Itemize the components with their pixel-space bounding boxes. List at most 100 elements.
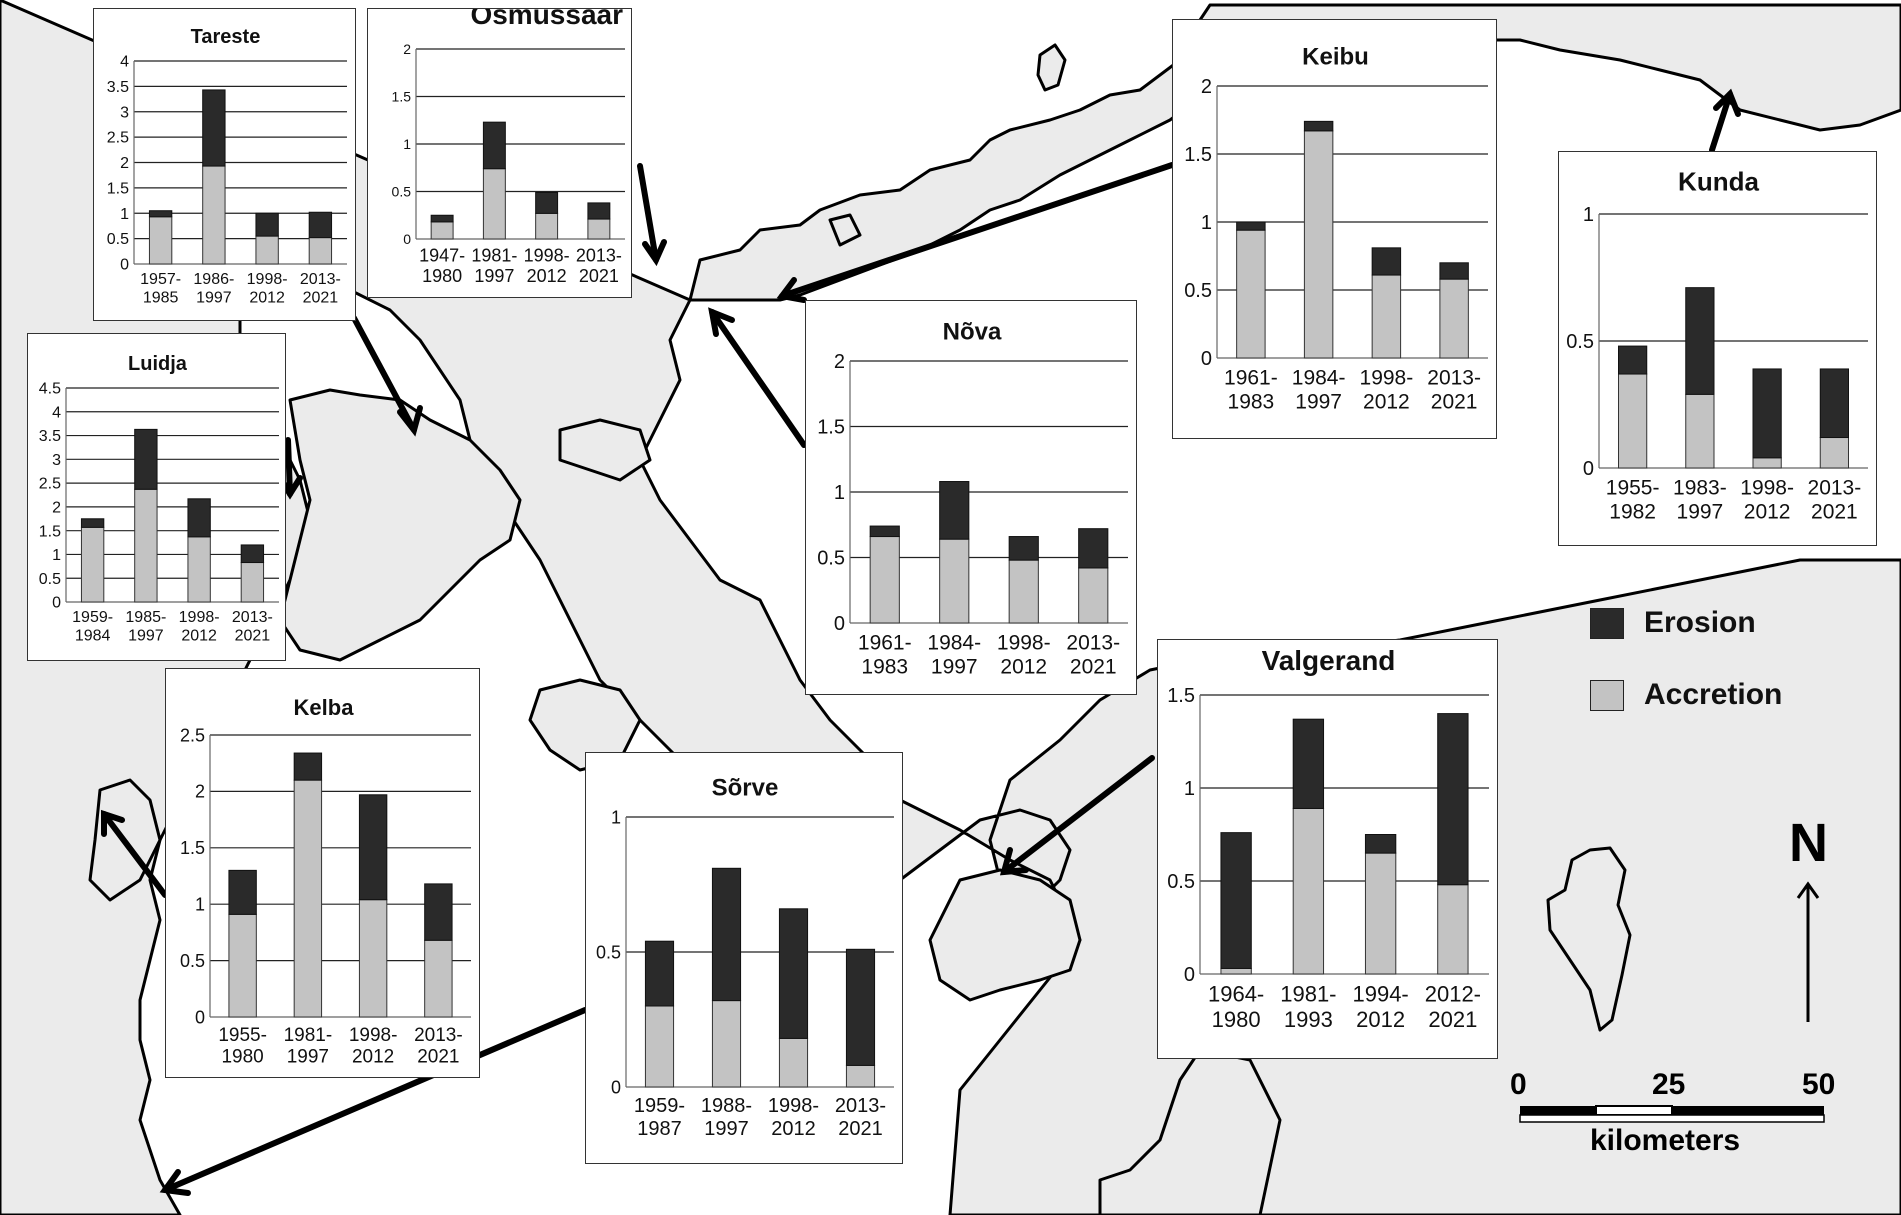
x-tick-label: 1997 <box>128 627 164 644</box>
x-tick-label: 1984 <box>75 627 111 644</box>
y-tick-label: 1.5 <box>107 180 129 197</box>
location-arrows <box>101 88 1741 1196</box>
y-tick-label: 1 <box>52 547 61 564</box>
bar-erosion <box>1437 713 1469 886</box>
x-tick-label: 1998- <box>247 271 288 288</box>
chart-sorve: Sõrve 0 0.5 1 1959- 1987 1988- 1997 1998- 2012 201… <box>585 752 903 1164</box>
arrow-kunda-head <box>1713 88 1741 117</box>
bar-erosion <box>587 202 611 220</box>
island-hiiumaa <box>278 388 522 662</box>
bar-accretion <box>228 913 257 1018</box>
bar-accretion <box>482 168 506 240</box>
bar-erosion <box>1292 718 1325 809</box>
island-ruhnu <box>1546 846 1632 1032</box>
x-tick-label: 2012 <box>771 1118 816 1140</box>
y-tick-label: 3 <box>120 104 129 121</box>
arrow-tareste <box>351 315 417 433</box>
y-tick-label: 2 <box>195 782 205 802</box>
island-small-2 <box>1036 43 1067 92</box>
bar-erosion <box>1008 536 1039 561</box>
y-tick-label: 1.5 <box>392 88 412 104</box>
bar-accretion <box>308 237 333 265</box>
bar-erosion <box>845 948 876 1066</box>
bar-erosion <box>1439 262 1469 280</box>
bar-accretion <box>430 221 454 240</box>
bar-erosion <box>1220 832 1252 969</box>
chart-tareste: Tareste 0 0.5 1 1.5 2 2.5 3 3.5 4 1957- 1985 1986- 19… <box>93 8 356 321</box>
y-tick-label: 0 <box>1201 348 1212 370</box>
y-tick-label: 0.5 <box>39 571 61 588</box>
x-tick-label: 1998- <box>524 246 570 266</box>
x-tick-label: 1997 <box>931 655 978 678</box>
island-small-3 <box>828 213 862 247</box>
mainland <box>688 3 1901 302</box>
x-tick-label: 1981- <box>1280 982 1336 1007</box>
arrow-valgerand-head <box>999 847 1029 876</box>
bar-erosion <box>308 211 333 239</box>
y-tick-label: 2 <box>834 351 845 373</box>
y-tick-label: 4 <box>52 404 61 421</box>
y-tick-label: 1 <box>611 807 621 827</box>
bar-erosion <box>869 525 900 538</box>
bar-accretion <box>1685 393 1715 469</box>
legend-accretion: Accretion <box>1590 678 1782 712</box>
bar-accretion <box>1078 567 1109 624</box>
bar-accretion <box>1220 967 1252 975</box>
chart-valgerand-svg: Valgerand 0 0.5 1 1.5 1964-1980 1981-1993 1994-… <box>1167 645 1489 1032</box>
chart-title: Valgerand <box>1262 645 1396 676</box>
x-tick-label: 1997 <box>1295 390 1342 413</box>
arrow-keibu-head <box>776 277 807 303</box>
bar-accretion <box>1439 278 1469 359</box>
chart-luidja: Luidja 0 0.5 1 1.5 2 2.5 3 3.5 4 4.5 1959- 1984 1985-… <box>27 333 286 661</box>
x-tick-label: 2021 <box>579 266 619 286</box>
chart-title: Tareste <box>191 26 261 48</box>
y-tick-label: 1 <box>1184 778 1195 800</box>
y-tick-label: 3.5 <box>39 428 61 445</box>
x-tick-label: 2021 <box>1811 500 1858 523</box>
arrow-tareste-head <box>397 405 423 437</box>
x-tick-label: 2021 <box>303 289 339 306</box>
bar-accretion <box>711 1000 742 1088</box>
bar-accretion <box>80 526 105 603</box>
y-tick-label: 2 <box>1201 76 1212 98</box>
chart-valgerand: Valgerand 0 0.5 1 1.5 1964- 1980 1981- 1993 1994-… <box>1157 639 1498 1059</box>
bar-accretion <box>1008 559 1039 624</box>
bar-erosion <box>240 544 265 564</box>
arrow-kunda <box>1709 91 1733 153</box>
bar-accretion <box>778 1037 809 1088</box>
legend-accretion-label: Accretion <box>1644 678 1783 711</box>
y-tick-label: 2.5 <box>39 476 61 493</box>
y-tick-label: 2.5 <box>107 130 129 147</box>
y-tick-label: 2 <box>52 499 61 516</box>
x-tick-label: 2013- <box>835 1095 886 1117</box>
bar-accretion <box>1819 437 1849 469</box>
bar-erosion <box>1371 247 1402 276</box>
x-tick-label: 1984- <box>927 631 981 654</box>
x-tick-label: 1981- <box>471 246 517 266</box>
bar-accretion <box>293 779 323 1018</box>
bar-accretion <box>134 488 158 603</box>
y-tick-label: 3.5 <box>107 79 129 96</box>
x-tick-label: 1987 <box>637 1118 682 1140</box>
x-tick-label: 1998- <box>1740 476 1794 499</box>
bar-accretion <box>1437 884 1469 975</box>
scale-tick-50: 50 <box>1802 1068 1836 1101</box>
x-tick-label: 1985 <box>143 289 179 306</box>
x-tick-label: 2013- <box>414 1025 463 1046</box>
chart-title: Nõva <box>943 318 1002 345</box>
y-tick-label: 0.5 <box>107 231 129 248</box>
bar-accretion <box>255 235 279 265</box>
bar-erosion <box>187 498 211 538</box>
scale-unit-label: kilometers <box>1590 1124 1741 1157</box>
x-tick-label: 1997 <box>1677 500 1724 523</box>
legend-erosion-swatch <box>1590 607 1624 639</box>
scale-bar-seg-1 <box>1520 1106 1596 1115</box>
bar-erosion <box>80 518 105 528</box>
arrow-nova-head <box>708 307 735 337</box>
arrow-sorve-head <box>159 1169 191 1196</box>
x-tick-label: 1961- <box>858 631 912 654</box>
chart-title: Luidja <box>128 353 188 375</box>
x-tick-label: 1998- <box>349 1025 398 1046</box>
arrow-luidja <box>285 437 293 497</box>
y-tick-label: 0.5 <box>1566 331 1594 353</box>
